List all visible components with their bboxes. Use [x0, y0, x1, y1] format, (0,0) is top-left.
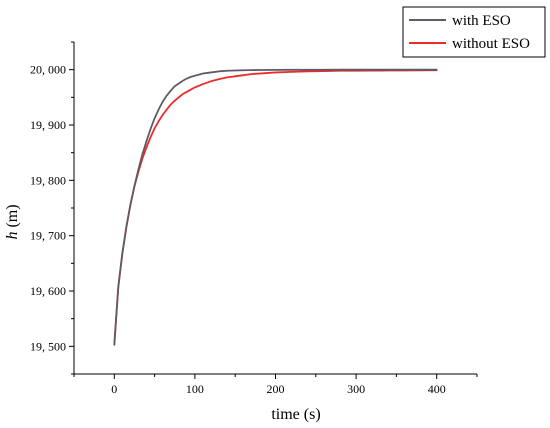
y-tick-label: 19, 500 [30, 339, 66, 353]
legend: with ESO without ESO [402, 6, 546, 58]
legend-label-without-eso: without ESO [452, 36, 530, 52]
x-tick-label: 200 [267, 382, 285, 396]
y-axis-title: h (m) [4, 204, 21, 239]
y-tick-label: 19, 900 [30, 118, 66, 132]
y-tick-label: 20, 000 [30, 63, 66, 77]
x-axis-title: time (s) [271, 406, 320, 423]
legend-box [402, 6, 546, 58]
series-line-with-eso [113, 68, 438, 346]
y-axis-variable: h [4, 232, 21, 240]
series-line-without-eso [113, 69, 438, 346]
series-layer [113, 68, 438, 346]
y-axis-ticks: 19, 500 19, 600 19, 700 19, 800 19, 900 20, 0… [30, 41, 74, 375]
y-tick-label: 19, 800 [30, 173, 66, 187]
y-tick-label: 19, 600 [30, 284, 66, 298]
y-tick-label: 19, 700 [30, 229, 66, 243]
x-tick-label: 400 [428, 382, 446, 396]
x-tick-label: 300 [347, 382, 365, 396]
y-axis-unit: (m) [4, 204, 21, 231]
plot-frame [73, 42, 477, 375]
x-tick-label: 100 [186, 382, 204, 396]
x-tick-label: 0 [111, 382, 117, 396]
legend-label-with-eso: with ESO [452, 13, 511, 29]
x-axis-ticks: 0 100 200 300 400 [73, 374, 478, 396]
